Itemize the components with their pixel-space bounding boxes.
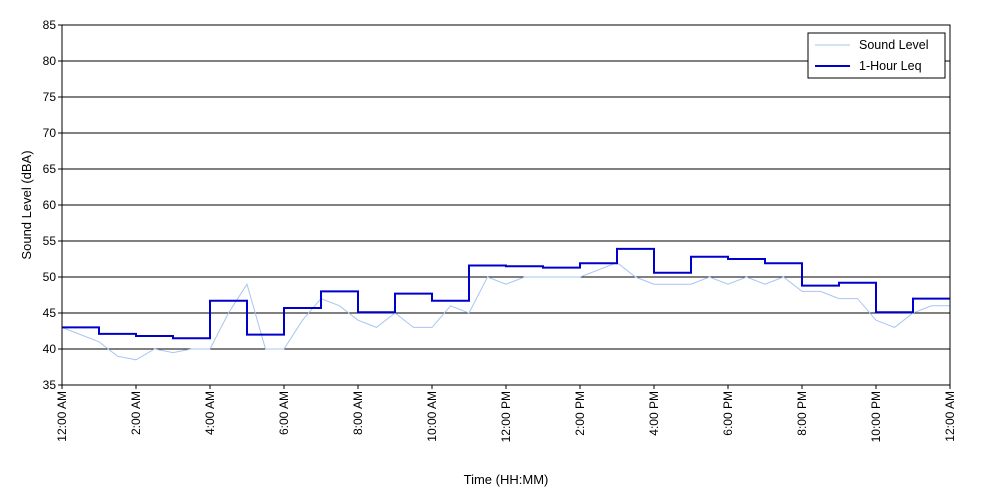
series-sound-level — [61, 262, 950, 361]
x-tick-label: 4:00 AM — [203, 391, 217, 435]
axis-ticks: 35 40 45 50 55 60 65 70 75 80 85 12:00 AM 2:00 AM 4:0… — [43, 18, 957, 442]
y-tick-label: 35 — [43, 378, 57, 392]
y-tick-label: 40 — [43, 342, 57, 356]
y-tick-label: 55 — [43, 234, 57, 248]
y-tick-label: 60 — [43, 198, 57, 212]
x-tick-label: 8:00 AM — [351, 391, 365, 435]
x-tick-label: 12:00 AM — [943, 391, 957, 442]
series-layer — [61, 247, 950, 361]
y-tick-label: 45 — [43, 306, 57, 320]
y-axis-title: Sound Level (dBA) — [19, 150, 34, 259]
x-tick-label: 12:00 AM — [55, 391, 69, 442]
legend-label-1-hour-leq: 1-Hour Leq — [859, 59, 922, 73]
y-tick-label: 80 — [43, 54, 57, 68]
x-tick-label: 10:00 PM — [869, 391, 883, 442]
y-tick-label: 85 — [43, 18, 57, 32]
x-tick-label: 6:00 PM — [721, 391, 735, 436]
y-tick-label: 65 — [43, 162, 57, 176]
x-tick-label: 10:00 AM — [425, 391, 439, 442]
series-1-hour-leq — [62, 247, 950, 340]
y-tick-label: 75 — [43, 90, 57, 104]
y-tick-label: 70 — [43, 126, 57, 140]
x-axis-title: Time (HH:MM) — [464, 472, 549, 487]
x-tick-label: 4:00 PM — [647, 391, 661, 436]
legend: Sound Level 1-Hour Leq — [807, 32, 946, 79]
legend-label-sound-level: Sound Level — [859, 38, 929, 52]
y-tick-label: 50 — [43, 270, 57, 284]
x-tick-label: 6:00 AM — [277, 391, 291, 435]
x-tick-label: 12:00 PM — [499, 391, 513, 442]
x-tick-label: 2:00 PM — [573, 391, 587, 436]
x-tick-label: 8:00 PM — [795, 391, 809, 436]
legend-box — [807, 32, 946, 79]
x-tick-label: 2:00 AM — [129, 391, 143, 435]
